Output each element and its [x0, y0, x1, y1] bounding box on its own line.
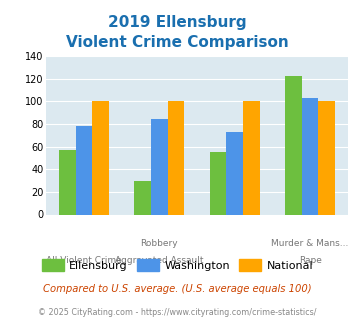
- Bar: [59, 150, 76, 214]
- Legend: Ellensburg, Washington, National: Ellensburg, Washington, National: [37, 255, 318, 275]
- Bar: [92, 101, 109, 214]
- Text: Rape: Rape: [299, 256, 322, 265]
- Text: Murder & Mans...: Murder & Mans...: [272, 240, 349, 248]
- Text: 2019 Ellensburg: 2019 Ellensburg: [108, 15, 247, 30]
- Bar: [285, 77, 302, 215]
- Bar: [135, 181, 151, 214]
- Bar: [243, 101, 260, 214]
- Bar: [226, 132, 243, 214]
- Bar: [76, 126, 92, 214]
- Text: Compared to U.S. average. (U.S. average equals 100): Compared to U.S. average. (U.S. average …: [43, 284, 312, 294]
- Bar: [318, 101, 335, 214]
- Bar: [168, 101, 184, 214]
- Text: Aggravated Assault: Aggravated Assault: [115, 256, 203, 265]
- Text: Robbery: Robbery: [141, 240, 178, 248]
- Bar: [151, 119, 168, 214]
- Bar: [302, 98, 318, 214]
- Text: Violent Crime Comparison: Violent Crime Comparison: [66, 35, 289, 50]
- Text: All Violent Crime: All Violent Crime: [46, 256, 122, 265]
- Bar: [210, 152, 226, 214]
- Text: © 2025 CityRating.com - https://www.cityrating.com/crime-statistics/: © 2025 CityRating.com - https://www.city…: [38, 308, 317, 317]
